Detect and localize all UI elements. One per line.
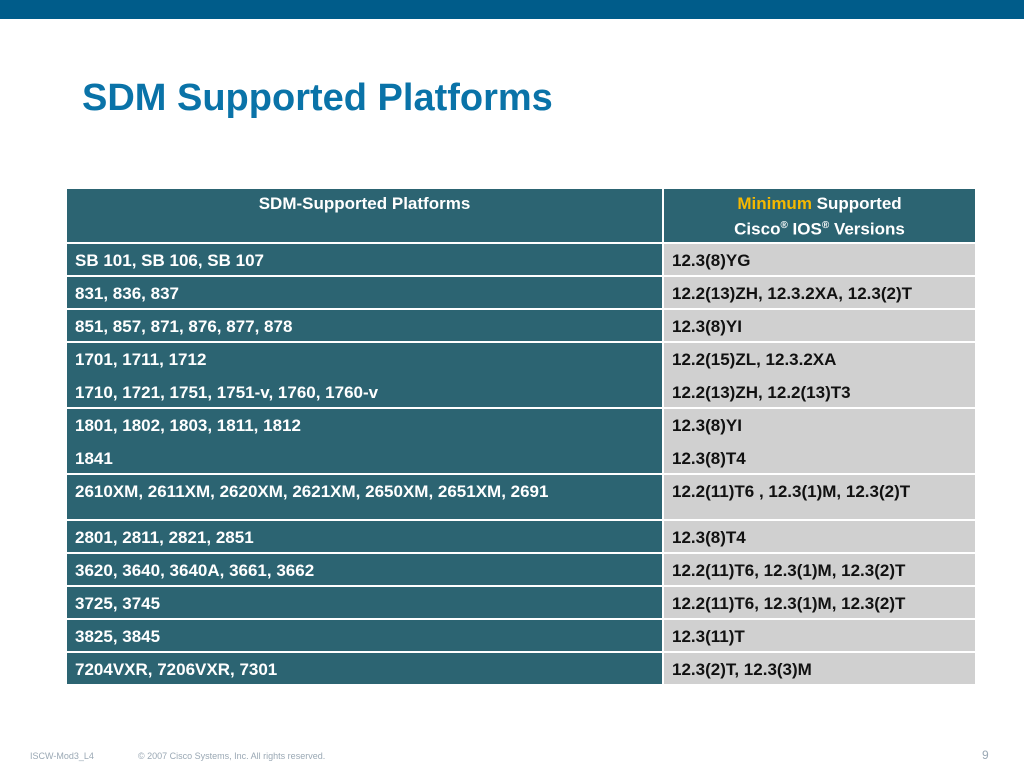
footer-course-id: ISCW-Mod3_L4 xyxy=(30,751,94,761)
platform-cell: 3620, 3640, 3640A, 3661, 3662 xyxy=(65,552,664,587)
version-cell: 12.3(8)YI xyxy=(662,308,977,343)
platform-cell: 851, 857, 871, 876, 877, 878 xyxy=(65,308,664,343)
platform-text: 851, 857, 871, 876, 877, 878 xyxy=(75,317,293,336)
footer-copyright: © 2007 Cisco Systems, Inc. All rights re… xyxy=(138,751,326,761)
version-text: 12.3(8)T4 xyxy=(672,528,746,547)
version-text: 12.3(8)YG xyxy=(672,251,751,270)
header-platforms: SDM-Supported Platforms xyxy=(65,187,664,244)
version-text: 12.3(8)YI xyxy=(672,317,742,336)
version-text: 12.3(2)T, 12.3(3)M xyxy=(672,660,812,679)
table-row: SB 101, SB 106, SB 107 12.3(8)YG xyxy=(65,242,977,277)
version-cell: 12.3(8)T4 xyxy=(662,519,977,554)
header-minimum-highlight: Minimum xyxy=(737,194,812,213)
platform-cell: 2801, 2811, 2821, 2851 xyxy=(65,519,664,554)
table-row: 831, 836, 837 12.2(13)ZH, 12.3.2XA, 12.3(… xyxy=(65,275,977,310)
version-cell: 12.2(15)ZL, 12.3.2XA 12.2(13)ZH, 12.2(13)… xyxy=(662,341,977,409)
registered-mark: ® xyxy=(821,220,830,231)
platform-text: 831, 836, 837 xyxy=(75,284,179,303)
header-supported-label: Supported xyxy=(811,194,902,213)
platform-cell: SB 101, SB 106, SB 107 xyxy=(65,242,664,277)
platform-text: 1701, 1711, 1712 xyxy=(75,350,207,369)
header-ios-label: IOS xyxy=(787,219,822,239)
version-cell: 12.3(8)YI 12.3(8)T4 xyxy=(662,407,977,475)
version-cell: 12.3(11)T xyxy=(662,618,977,653)
version-cell: 12.2(11)T6 , 12.3(1)M, 12.3(2)T xyxy=(662,473,977,521)
version-text: 12.2(13)ZH, 12.2(13)T3 xyxy=(672,383,851,402)
top-banner-bar xyxy=(0,0,1024,19)
version-text: 12.3(8)T4 xyxy=(672,449,746,468)
platform-text: SB 101, SB 106, SB 107 xyxy=(75,251,265,270)
table-header-row: SDM-Supported Platforms Minimum Supporte… xyxy=(65,187,977,244)
platform-text: 3620, 3640, 3640A, 3661, 3662 xyxy=(75,561,315,580)
table-row: 2801, 2811, 2821, 2851 12.3(8)T4 xyxy=(65,519,977,554)
version-text: 12.2(11)T6 , 12.3(1)M, 12.3(2)T xyxy=(672,482,911,501)
table-row: 1701, 1711, 1712 1710, 1721, 1751, 1751-v… xyxy=(65,341,977,409)
platform-text: 7204VXR, 7206VXR, 7301 xyxy=(75,660,278,679)
version-text: 12.3(11)T xyxy=(672,627,745,646)
version-text: 12.2(13)ZH, 12.3.2XA, 12.3(2)T xyxy=(672,284,913,303)
platform-text: 3825, 3845 xyxy=(75,627,161,646)
platforms-table: SDM-Supported Platforms Minimum Supporte… xyxy=(65,187,977,686)
version-cell: 12.2(11)T6, 12.3(1)M, 12.3(2)T xyxy=(662,552,977,587)
version-cell: 12.2(11)T6, 12.3(1)M, 12.3(2)T xyxy=(662,585,977,620)
version-text: 12.2(11)T6, 12.3(1)M, 12.3(2)T xyxy=(672,561,906,580)
version-cell: 12.3(2)T, 12.3(3)M xyxy=(662,651,977,686)
table-row: 851, 857, 871, 876, 877, 878 12.3(8)YI xyxy=(65,308,977,343)
registered-mark: ® xyxy=(780,220,788,231)
version-text: 12.2(15)ZL, 12.3.2XA xyxy=(672,350,837,369)
table-body: SB 101, SB 106, SB 107 12.3(8)YG 831, 836,… xyxy=(65,242,977,686)
header-platforms-label: SDM-Supported Platforms xyxy=(258,194,471,213)
table-row: 1801, 1802, 1803, 1811, 1812 1841 12.3(8)Y… xyxy=(65,407,977,475)
platform-cell: 1701, 1711, 1712 1710, 1721, 1751, 1751-v… xyxy=(65,341,664,409)
platform-cell: 3825, 3845 xyxy=(65,618,664,653)
platform-text: 1710, 1721, 1751, 1751-v, 1760, 1760-v xyxy=(75,383,379,402)
platform-cell: 1801, 1802, 1803, 1811, 1812 1841 xyxy=(65,407,664,475)
platform-cell: 831, 836, 837 xyxy=(65,275,664,310)
table-row: 7204VXR, 7206VXR, 7301 12.3(2)T, 12.3(3)M xyxy=(65,651,977,686)
header-cisco-label: Cisco xyxy=(734,219,781,239)
platform-cell: 3725, 3745 xyxy=(65,585,664,620)
version-text: 12.2(11)T6, 12.3(1)M, 12.3(2)T xyxy=(672,594,906,613)
version-cell: 12.2(13)ZH, 12.3.2XA, 12.3(2)T xyxy=(662,275,977,310)
header-versions-label: Versions xyxy=(829,219,905,239)
slide-title: SDM Supported Platforms xyxy=(82,77,553,119)
platform-text: 1801, 1802, 1803, 1811, 1812 xyxy=(75,416,301,435)
header-versions: Minimum Supported Cisco® IOS® Versions xyxy=(662,187,977,244)
platform-text: 1841 xyxy=(75,449,113,468)
platform-cell: 7204VXR, 7206VXR, 7301 xyxy=(65,651,664,686)
platform-text: 2610XM, 2611XM, 2620XM, 2621XM, 2650XM, … xyxy=(75,482,549,501)
platform-cell: 2610XM, 2611XM, 2620XM, 2621XM, 2650XM, … xyxy=(65,473,664,521)
page-number: 9 xyxy=(982,748,989,762)
table-row: 3725, 3745 12.2(11)T6, 12.3(1)M, 12.3(2)T xyxy=(65,585,977,620)
version-cell: 12.3(8)YG xyxy=(662,242,977,277)
platform-text: 2801, 2811, 2821, 2851 xyxy=(75,528,254,547)
table-row: 3620, 3640, 3640A, 3661, 3662 12.2(11)T6,… xyxy=(65,552,977,587)
table-row: 3825, 3845 12.3(11)T xyxy=(65,618,977,653)
version-text: 12.3(8)YI xyxy=(672,416,742,435)
table-row: 2610XM, 2611XM, 2620XM, 2621XM, 2650XM, … xyxy=(65,473,977,521)
platform-text: 3725, 3745 xyxy=(75,594,161,613)
